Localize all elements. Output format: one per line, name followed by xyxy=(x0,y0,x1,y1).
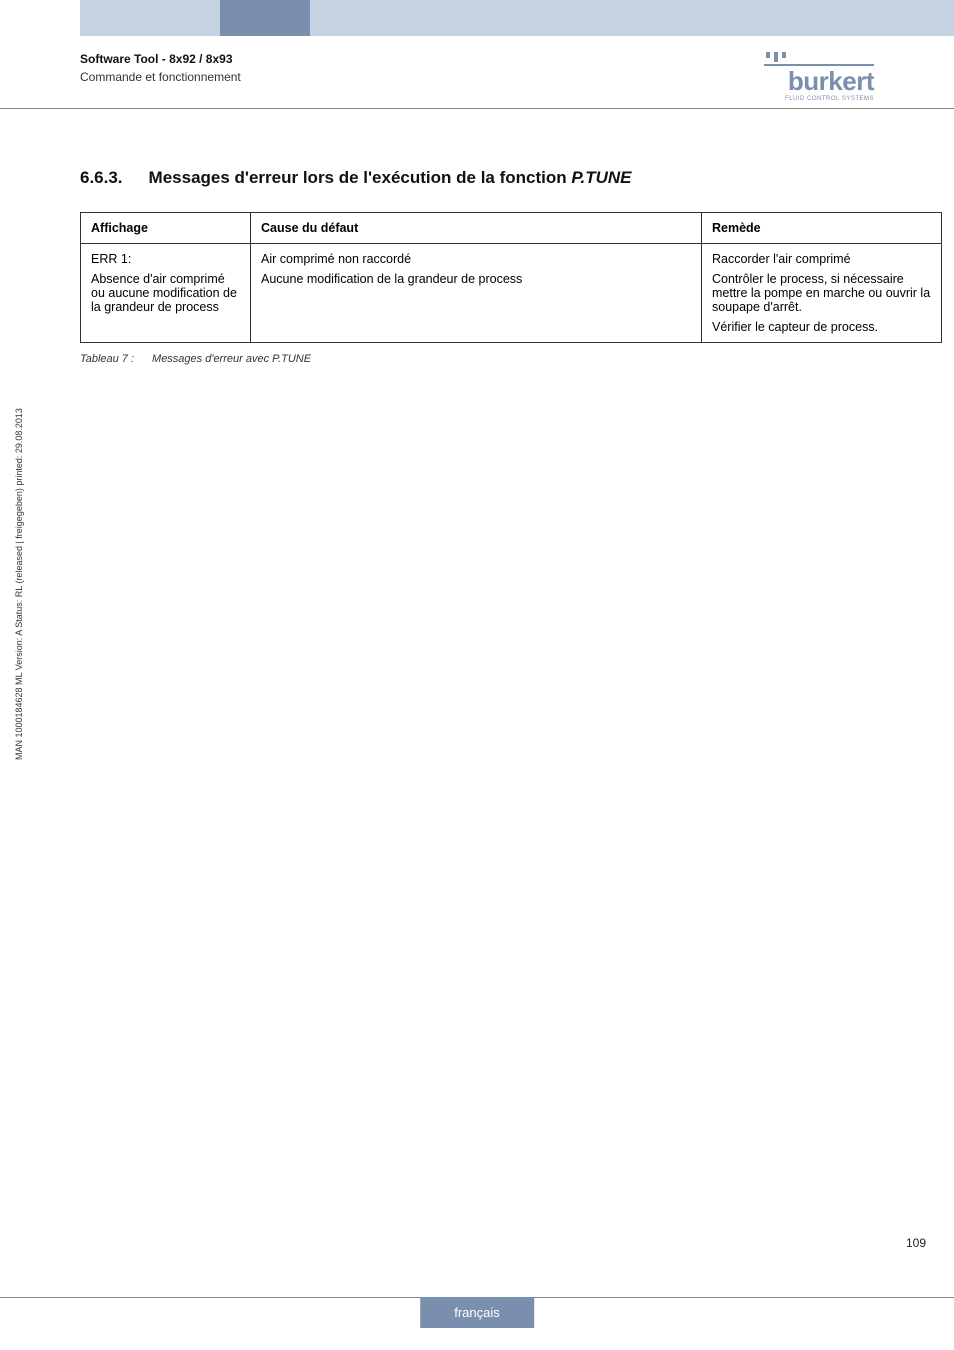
caption-text: Messages d'erreur avec P.TUNE xyxy=(152,353,311,365)
remede-line2: Contrôler le process, si nécessaire mett… xyxy=(712,272,931,314)
header-rule xyxy=(0,108,954,109)
bar-dark xyxy=(220,0,310,36)
bar-light-2 xyxy=(310,0,954,36)
logo-dots-icon xyxy=(764,52,874,62)
main-content: 6.6.3. Messages d'erreur lors de l'exécut… xyxy=(80,168,942,365)
bar-gap-left xyxy=(0,0,80,36)
table-caption: Tableau 7 : Messages d'erreur avec P.TUNE xyxy=(80,353,942,365)
th-affichage: Affichage xyxy=(81,213,251,244)
top-color-bars xyxy=(0,0,954,36)
table-row: ERR 1: Absence d'air comprimé ou aucune … xyxy=(81,244,942,343)
table-header-row: Affichage Cause du défaut Remède xyxy=(81,213,942,244)
affichage-line1: ERR 1: xyxy=(91,252,240,266)
section-title-italic: P.TUNE xyxy=(571,168,631,187)
remede-line3: Vérifier le capteur de process. xyxy=(712,320,931,334)
page-number: 109 xyxy=(906,1236,926,1250)
cause-line2: Aucune modification de la grandeur de pr… xyxy=(261,272,691,286)
cell-remede: Raccorder l'air comprimé Contrôler le pr… xyxy=(702,244,942,343)
bar-light-1 xyxy=(80,0,220,36)
doc-title-line2: Commande et fonctionnement xyxy=(80,70,241,84)
side-meta-text: MAN 1000184628 ML Version: A Status: RL … xyxy=(14,408,24,760)
logo-wordmark: burkert xyxy=(764,68,874,94)
section-title-text: Messages d'erreur lors de l'exécution de… xyxy=(149,168,572,187)
th-cause: Cause du défaut xyxy=(251,213,702,244)
doc-title-line1: Software Tool - 8x92 / 8x93 xyxy=(80,52,241,66)
cell-cause: Air comprimé non raccordé Aucune modific… xyxy=(251,244,702,343)
footer-language-tab: français xyxy=(420,1297,534,1328)
logo-dot xyxy=(766,52,770,58)
error-table: Affichage Cause du défaut Remède ERR 1: … xyxy=(80,212,942,343)
logo-tagline: FLUID CONTROL SYSTEMS xyxy=(764,96,874,102)
brand-logo: burkert FLUID CONTROL SYSTEMS xyxy=(764,52,874,102)
caption-label: Tableau 7 : xyxy=(80,353,134,365)
section-heading: 6.6.3. Messages d'erreur lors de l'exécut… xyxy=(80,168,942,188)
logo-dot xyxy=(782,52,786,58)
header-row: Software Tool - 8x92 / 8x93 Commande et … xyxy=(80,52,874,102)
affichage-line2: Absence d'air comprimé ou aucune modific… xyxy=(91,272,240,314)
cause-line1: Air comprimé non raccordé xyxy=(261,252,691,266)
cell-affichage: ERR 1: Absence d'air comprimé ou aucune … xyxy=(81,244,251,343)
remede-line1: Raccorder l'air comprimé xyxy=(712,252,931,266)
section-number: 6.6.3. xyxy=(80,168,123,188)
doc-title-block: Software Tool - 8x92 / 8x93 Commande et … xyxy=(80,52,241,84)
logo-dot xyxy=(774,52,778,62)
th-remede: Remède xyxy=(702,213,942,244)
